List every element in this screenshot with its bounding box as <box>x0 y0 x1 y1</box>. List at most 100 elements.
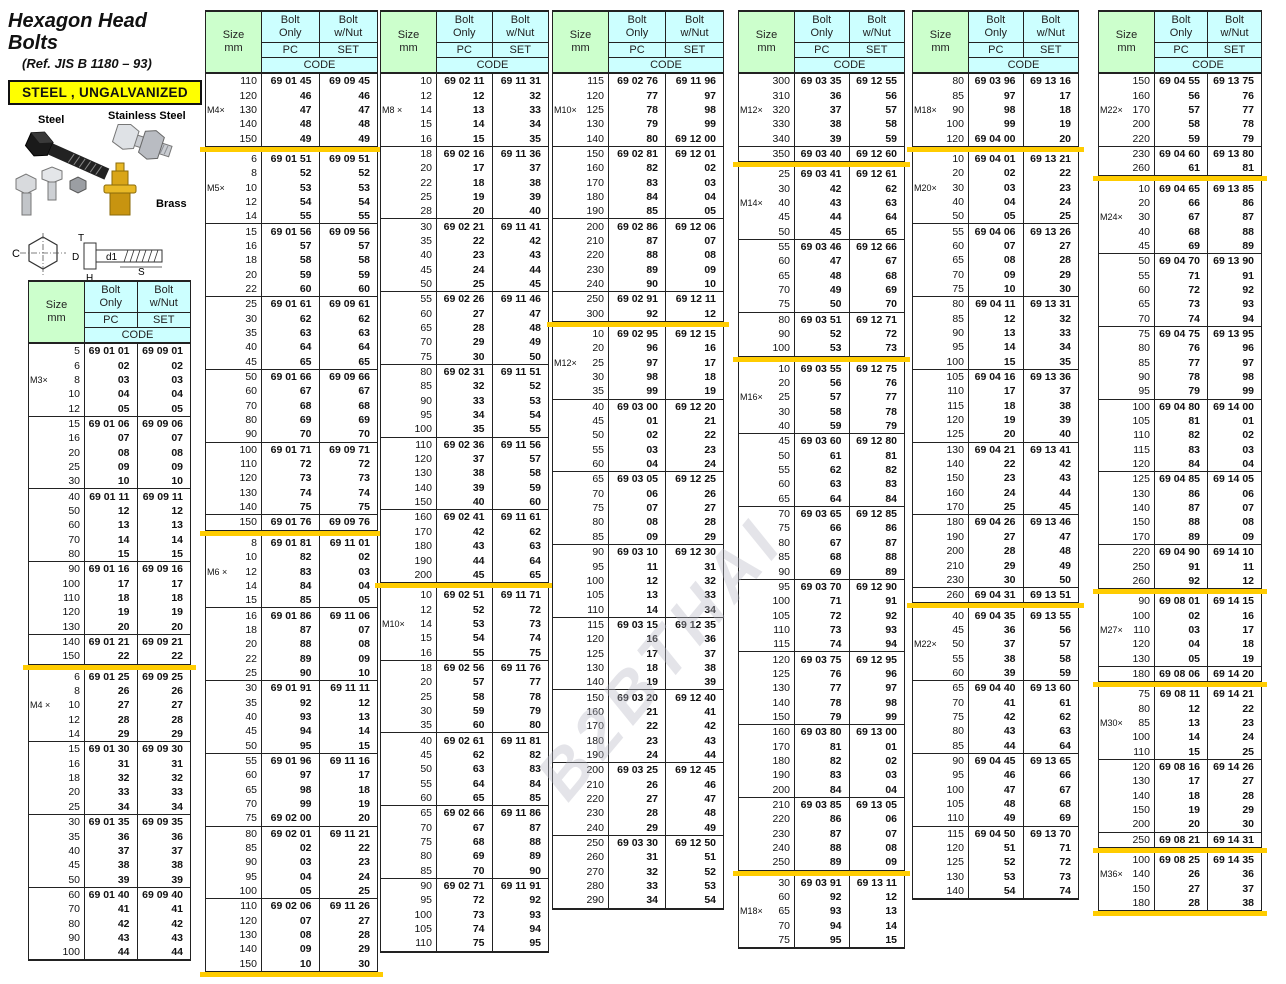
bolt-only-code: 42 <box>795 181 850 196</box>
bolt-only-code: 69 01 56 <box>262 224 320 239</box>
size-value: 210 <box>946 559 964 572</box>
size-value: 40 <box>952 609 964 622</box>
bolt-only-code: 15 <box>437 131 493 146</box>
table-row: 45 62 82 <box>381 747 548 763</box>
bolt-with-nut-code: 65 <box>885 225 897 238</box>
bolt-only-code: 69 03 35 <box>795 74 850 89</box>
bolt-only-code: 63 <box>795 477 850 492</box>
bolt-only-code: 69 03 46 <box>795 239 850 255</box>
bolt-with-nut-code: 22 <box>1059 167 1071 180</box>
bolt-only-code: 29 <box>85 726 138 742</box>
size-cell: 20 <box>29 445 85 460</box>
table-row: 110 69 01 45 69 09 45 <box>206 74 377 89</box>
table-row: M18× 90 98 18 <box>913 102 1078 118</box>
bolt-with-nut-code: 15 <box>358 739 370 752</box>
size-value: 6 <box>251 152 257 165</box>
size-value: 45 <box>778 435 790 448</box>
bolt-only-code: 69 01 86 <box>262 608 320 623</box>
size-value: 170 <box>772 740 790 753</box>
table-row: 75 66 86 <box>739 521 904 536</box>
size-value: 50 <box>952 638 964 651</box>
bolt-only-code: 02 <box>969 166 1024 181</box>
bolt-only-code: 87 <box>795 826 850 841</box>
bolt-only-code: 86 <box>1155 486 1208 501</box>
size-value: 150 <box>586 691 604 704</box>
table-row: 35 99 19 <box>553 384 723 399</box>
bolt-with-nut-code: 82 <box>529 748 541 761</box>
dim-label-t: T <box>78 233 84 244</box>
table-row: 90 78 98 <box>1099 369 1261 385</box>
size-cell: 10 <box>913 151 969 167</box>
table-row: 70 41 61 <box>913 695 1078 710</box>
size-cell: 150 <box>206 131 262 146</box>
bolt-with-nut-code: 16 <box>704 342 716 355</box>
bolt-only-code: 19 <box>969 412 1024 428</box>
table-row: 65 73 93 <box>1099 297 1261 312</box>
bolt-only-code: 97 <box>262 768 320 783</box>
table-row: 95 04 24 <box>206 869 377 884</box>
bolt-only-code: 69 04 60 <box>1155 146 1208 162</box>
table-row: 55 38 58 <box>913 651 1078 666</box>
bolt-only-code: 69 01 30 <box>85 742 138 757</box>
size-cell: 50 <box>29 872 85 887</box>
bolt-with-nut-code: 97 <box>1242 356 1254 369</box>
table-row: 140 78 98 <box>739 695 904 710</box>
row-group: 300 69 03 35 69 12 55 310 36 56 M12× 320 37 57 330… <box>739 74 904 147</box>
bolt-only-code: 69 01 96 <box>262 753 320 769</box>
size-cell: 140 <box>739 695 795 710</box>
bolt-only-code: 78 <box>795 695 850 710</box>
table-row: 80 43 63 <box>913 724 1078 739</box>
size-cell: 80 <box>29 916 85 931</box>
table-row: 230 89 09 <box>553 262 723 277</box>
table-body: 80 69 03 96 69 13 16 85 97 17 M18× 90 98 18 100 99 1… <box>907 74 1084 901</box>
table-row: 110 17 37 <box>913 384 1078 399</box>
size-value: 65 <box>952 682 964 695</box>
size-value: 90 <box>778 328 790 341</box>
dim-label-h: H <box>86 273 93 284</box>
bolt-nut-line2: w/Nut <box>149 297 178 309</box>
table-row: 110 72 72 <box>206 456 377 472</box>
size-value: 85 <box>1138 356 1150 369</box>
bolt-only-code: 43 <box>795 195 850 211</box>
bolt-only-code: 98 <box>609 369 666 385</box>
bolt-with-nut-code: 81 <box>885 449 897 462</box>
dim-label-d1: d1 <box>106 252 118 263</box>
bolt-code-table: Size mm Bolt Only Bolt w/Nut PC SET CODE 10 69 02 … <box>375 10 554 953</box>
bolt-only-code: 84 <box>262 578 320 594</box>
size-value: 10 <box>245 181 257 194</box>
size-cell: 85 <box>913 738 969 753</box>
bolt-only-code: 69 02 16 <box>437 146 493 162</box>
size-value: 28 <box>420 205 432 218</box>
size-cell: 180 <box>553 733 609 748</box>
table-row: 50 69 01 66 69 09 66 <box>206 369 377 385</box>
size-cell: 240 <box>553 276 609 292</box>
table-row: 120 37 57 <box>381 451 548 467</box>
size-value: 95 <box>245 870 257 883</box>
table-row: 140 48 48 <box>206 117 377 132</box>
bolt-only-code: 88 <box>262 637 320 652</box>
size-value: 50 <box>245 739 257 752</box>
bolt-with-nut-code: 42 <box>171 917 183 930</box>
size-value: 300 <box>586 307 604 320</box>
size-value: 80 <box>952 725 964 738</box>
size-value: 70 <box>68 533 80 546</box>
row-group: 50 69 04 70 69 13 90 55 71 91 60 72 92 65 73 93 70 74… <box>1099 254 1261 327</box>
size-value: 100 <box>586 574 604 587</box>
size-value: 75 <box>952 282 964 295</box>
table-row: 80 08 28 <box>553 515 723 530</box>
size-cell: 55 <box>381 776 437 791</box>
bolt-only-line2: Only <box>625 27 649 39</box>
size-cell: 250 <box>1099 832 1155 847</box>
table-row: 75 07 27 <box>553 500 723 516</box>
series-divider <box>200 146 383 152</box>
bolt-only-code: 68 <box>795 550 850 565</box>
bolt-only-code: 70 <box>262 427 320 442</box>
bolt-with-nut-code: 41 <box>704 705 716 718</box>
size-cell: 20 <box>206 637 262 652</box>
table-row: 45 69 03 60 69 12 80 <box>739 434 904 449</box>
table-header: Size mm Bolt Only Bolt w/Nut PC SET CODE <box>380 10 549 74</box>
bolt-with-nut-code: 04 <box>358 579 370 592</box>
bolt-with-nut-code: 07 <box>171 432 183 445</box>
table-row: 85 70 90 <box>381 863 548 878</box>
size-value: 8 <box>74 373 80 386</box>
